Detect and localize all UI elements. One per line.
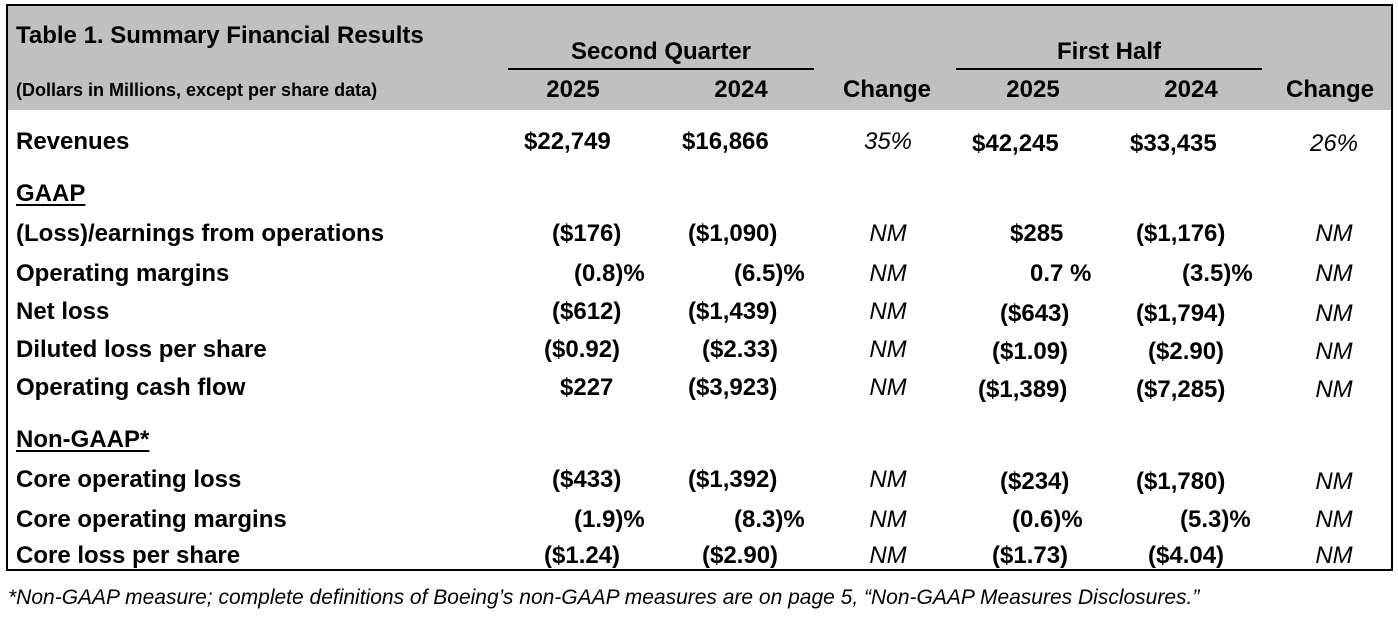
col-h-2024: 2024 [1164, 76, 1218, 103]
table-cell: NM [1315, 542, 1353, 569]
table-cell: (0.6)% [1012, 506, 1083, 533]
cell-revenues-hchg: 26% [1309, 130, 1359, 157]
col-h-2025: 2025 [1006, 76, 1060, 103]
table-cell: NM [1315, 260, 1353, 287]
table-cell: NM [869, 336, 907, 363]
row-label-revenues: Revenues [16, 128, 130, 155]
table-cell: (0.8)% [574, 260, 645, 287]
table-cell: NM [1315, 468, 1353, 495]
table-cell: ($433) [552, 466, 622, 493]
section-heading-nongaap: Non-GAAP* [16, 426, 150, 453]
table-cell: ($0.92) [544, 336, 621, 363]
group-rule-quarter [508, 68, 814, 70]
table-cell: ($1,176) [1136, 220, 1226, 247]
col-q-2025: 2025 [546, 76, 600, 103]
cell-revenues-qchg: 35% [863, 128, 913, 155]
row-label: Diluted loss per share [16, 336, 267, 363]
table-cell: NM [869, 374, 907, 401]
group-second-quarter: Second Quarter [570, 38, 752, 65]
table-cell: (8.3)% [734, 506, 805, 533]
table-cell: NM [869, 542, 907, 569]
row-label: Core operating margins [16, 506, 287, 533]
col-q-change: Change [842, 76, 931, 103]
table-cell: ($1,794) [1136, 300, 1226, 327]
row-label: Core loss per share [16, 542, 241, 569]
table-cell: ($176) [552, 220, 622, 247]
table-cell: ($3,923) [688, 374, 778, 401]
table-cell: NM [869, 506, 907, 533]
table-cell: 0.7 % [1030, 260, 1092, 287]
row-label: Operating margins [16, 260, 230, 287]
cell-revenues-q2024: $16,866 [682, 128, 769, 155]
table-cell: ($2.33) [702, 336, 779, 363]
group-rule-half [956, 68, 1262, 70]
table-cell: NM [869, 260, 907, 287]
col-q-2024: 2024 [714, 76, 768, 103]
footnote: *Non-GAAP measure; complete definitions … [8, 586, 1200, 609]
table-cell: (1.9)% [574, 506, 645, 533]
financial-results-table: Table 1. Summary Financial Results (Doll… [6, 4, 1393, 571]
table-cell: ($7,285) [1136, 376, 1226, 403]
table-subtitle: (Dollars in Millions, except per share d… [16, 80, 378, 100]
table-cell: (6.5)% [734, 260, 805, 287]
row-label: Core operating loss [16, 466, 242, 493]
group-first-half: First Half [1056, 38, 1161, 65]
cell-revenues-h2024: $33,435 [1130, 130, 1217, 157]
table-cell: NM [869, 466, 907, 493]
table-cell: ($1,090) [688, 220, 778, 247]
row-label: Net loss [16, 298, 110, 325]
table-cell: ($1.24) [544, 542, 621, 569]
table-cell: NM [1315, 376, 1353, 403]
table-cell: NM [1315, 338, 1353, 365]
table-cell: (5.3)% [1180, 506, 1251, 533]
table-cell: ($1.73) [992, 542, 1069, 569]
table-cell: $285 [1010, 220, 1064, 247]
cell-revenues-h2025: $42,245 [972, 130, 1059, 157]
table-cell: ($1,439) [688, 298, 778, 325]
table-cell: (3.5)% [1182, 260, 1253, 287]
table-cell: NM [1315, 300, 1353, 327]
table-title: Table 1. Summary Financial Results [16, 22, 424, 49]
table-cell: ($2.90) [1148, 338, 1225, 365]
cell-revenues-q2025: $22,749 [524, 128, 611, 155]
table-cell: ($1,392) [688, 466, 778, 493]
table-cell: NM [869, 220, 907, 247]
row-label: Operating cash flow [16, 374, 246, 401]
row-label: (Loss)/earnings from operations [16, 220, 385, 247]
table-cell: NM [1315, 506, 1353, 533]
table-cell: ($234) [1000, 468, 1070, 495]
section-heading-gaap: GAAP [16, 180, 86, 207]
table-cell: ($2.90) [702, 542, 779, 569]
table-cell: NM [869, 298, 907, 325]
table-cell: ($1,389) [978, 376, 1068, 403]
table-cell: ($1.09) [992, 338, 1069, 365]
table-header: Table 1. Summary Financial Results (Doll… [8, 6, 1391, 110]
table-cell: ($4.04) [1148, 542, 1225, 569]
col-h-change: Change [1285, 76, 1374, 103]
table-cell: ($643) [1000, 300, 1070, 327]
table-cell: ($1,780) [1136, 468, 1226, 495]
table-cell: $227 [560, 374, 614, 401]
table-cell: ($612) [552, 298, 622, 325]
table-cell: NM [1315, 220, 1353, 247]
